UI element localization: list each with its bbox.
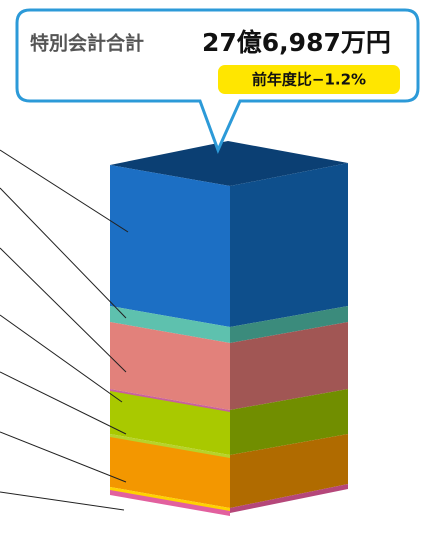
segment-side <box>230 434 348 508</box>
segment-front <box>110 437 230 508</box>
segment-side <box>230 322 348 410</box>
callout-label: 特別会計合計 <box>30 32 144 55</box>
prism-top <box>110 141 348 186</box>
callout-change: 前年度比−1.2% <box>252 71 366 89</box>
leader-line <box>0 431 127 483</box>
segment-front <box>110 391 230 455</box>
change-badge <box>218 65 400 94</box>
segment-front <box>110 306 230 343</box>
leader-line <box>0 149 129 233</box>
segment-front <box>110 322 230 410</box>
segment-side <box>230 484 348 513</box>
callout-box <box>15 8 420 154</box>
segment-side <box>230 389 348 455</box>
segment-side <box>230 306 348 343</box>
leader-line <box>0 371 127 435</box>
leader-lines <box>0 149 129 511</box>
leader-line <box>0 314 123 403</box>
prism-segments <box>110 163 348 516</box>
segment-front <box>110 490 230 516</box>
segment-front <box>110 165 230 327</box>
callout-total: 27億6,987万円 <box>202 28 391 57</box>
segment-side <box>230 163 348 327</box>
leader-line <box>0 187 127 319</box>
leader-line <box>0 247 127 373</box>
leader-line <box>0 491 125 511</box>
